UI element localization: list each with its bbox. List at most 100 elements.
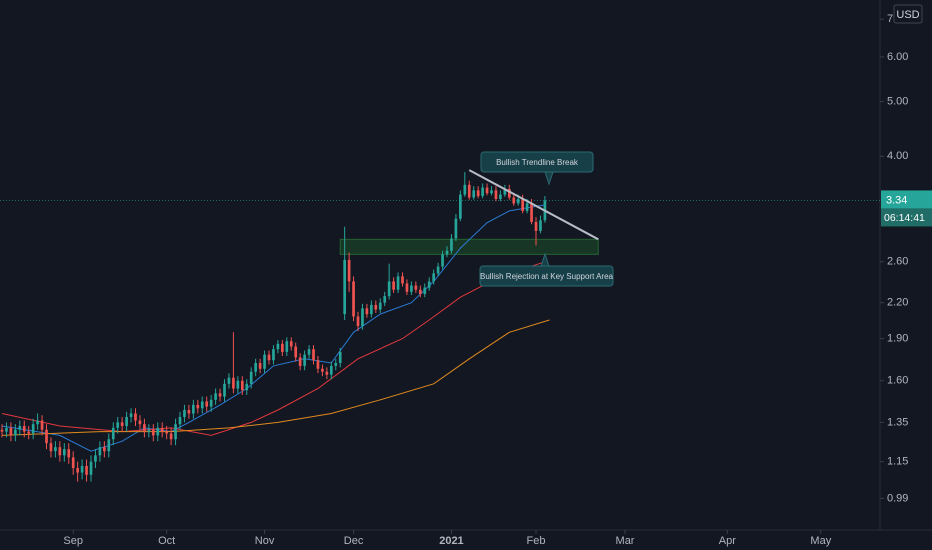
currency: USD: [896, 9, 919, 21]
candle-body: [245, 383, 249, 391]
candle-body: [499, 194, 502, 199]
candle-body: [31, 424, 35, 434]
candle-body: [107, 439, 111, 452]
candle-body: [214, 393, 217, 400]
y-tick-label: 5.00: [887, 96, 908, 108]
candle-body: [249, 371, 253, 384]
candle-body: [134, 413, 137, 421]
candle-body: [321, 368, 324, 372]
candle-body: [432, 273, 435, 282]
candle-body: [98, 447, 102, 456]
countdown-box: [881, 208, 932, 227]
candle-body: [116, 422, 120, 428]
candle-body: [476, 190, 480, 197]
candle-body: [111, 427, 115, 440]
candle-body: [503, 188, 507, 195]
candle-body: [178, 416, 182, 425]
candle-body: [209, 399, 213, 407]
callout-text: Bullish Trendline Break: [496, 158, 579, 167]
candle-body: [263, 354, 266, 369]
candle-body: [338, 351, 342, 364]
candle-body: [303, 354, 306, 366]
candle-body: [472, 190, 476, 198]
candle-body: [387, 281, 391, 297]
candle-body: [414, 285, 418, 290]
candle-body: [441, 254, 444, 267]
moving-average: [1, 319, 550, 436]
candle-body: [516, 198, 520, 204]
candle-body: [312, 349, 315, 361]
candle-body: [298, 357, 302, 366]
candle-body: [383, 296, 387, 303]
candle-body: [534, 221, 538, 231]
candle-body: [307, 349, 311, 355]
candle-body: [392, 281, 395, 290]
candle-body: [0, 429, 4, 432]
candle-body: [236, 380, 240, 389]
y-tick-label: 2.20: [887, 297, 908, 309]
candle-body: [258, 363, 262, 369]
countdown: 06:14:41: [884, 212, 925, 224]
candle-body: [169, 433, 173, 440]
candle-body: [490, 190, 493, 194]
candle-body: [174, 424, 177, 440]
y-tick-label: 4.00: [887, 150, 908, 162]
y-tick-label: 1.60: [887, 375, 908, 387]
last-price: 3.34: [886, 194, 907, 206]
candle-body: [410, 285, 413, 292]
candle-body: [18, 426, 22, 430]
candle-body: [361, 308, 364, 327]
candle-body: [192, 404, 195, 414]
candle-body: [289, 341, 293, 347]
x-tick-label: Nov: [255, 535, 275, 547]
candle-body: [62, 449, 66, 456]
candle-body: [463, 184, 467, 195]
candle-body: [507, 188, 511, 198]
candle-body: [454, 218, 458, 239]
candle-body: [223, 383, 226, 397]
candle-body: [405, 283, 409, 292]
candle-body: [5, 427, 8, 432]
candle-body: [103, 447, 106, 452]
candle-body: [281, 343, 284, 352]
candle-body: [89, 461, 93, 475]
axes: 0.99 1.15 1.35 1.60 1.90 2.20 2.60 4.00 5.00 6.00…: [63, 4, 932, 547]
candle-body: [485, 187, 489, 194]
candle-body: [325, 371, 329, 375]
candle-body: [401, 276, 404, 284]
y-tick-label: 1.35: [887, 416, 908, 428]
trendline: [468, 169, 599, 241]
candle-body: [334, 363, 338, 366]
candle-body: [22, 426, 26, 432]
candle-body: [530, 203, 533, 222]
candle-body: [160, 427, 164, 432]
y-tick-label: 2.60: [887, 256, 908, 268]
y-tick-label: 6.00: [887, 51, 908, 63]
candle-body: [143, 424, 146, 432]
candle-body: [120, 422, 124, 427]
candle-body: [445, 250, 449, 255]
callout: Bullish Trendline Break: [480, 151, 594, 186]
candle-body: [129, 413, 133, 417]
candle-body: [525, 203, 529, 211]
candle-body: [285, 341, 289, 352]
candle-body: [36, 420, 39, 425]
candle-body: [352, 281, 355, 317]
candle-body: [76, 468, 79, 473]
x-tick-label: 2021: [439, 535, 463, 547]
candle-body: [316, 360, 320, 369]
candle-body: [71, 457, 75, 469]
candle-body: [374, 304, 378, 310]
x-tick-label: Feb: [527, 535, 546, 547]
callout-box: [479, 265, 614, 287]
candle-body: [418, 289, 422, 294]
plot-area: Bullish Trendline Break Bullish Rejection…: [0, 151, 880, 482]
candle-body: [343, 259, 346, 315]
candle-body: [40, 420, 44, 430]
candle-body: [240, 380, 244, 391]
candle-body: [49, 443, 53, 452]
support-zone: [339, 238, 599, 255]
